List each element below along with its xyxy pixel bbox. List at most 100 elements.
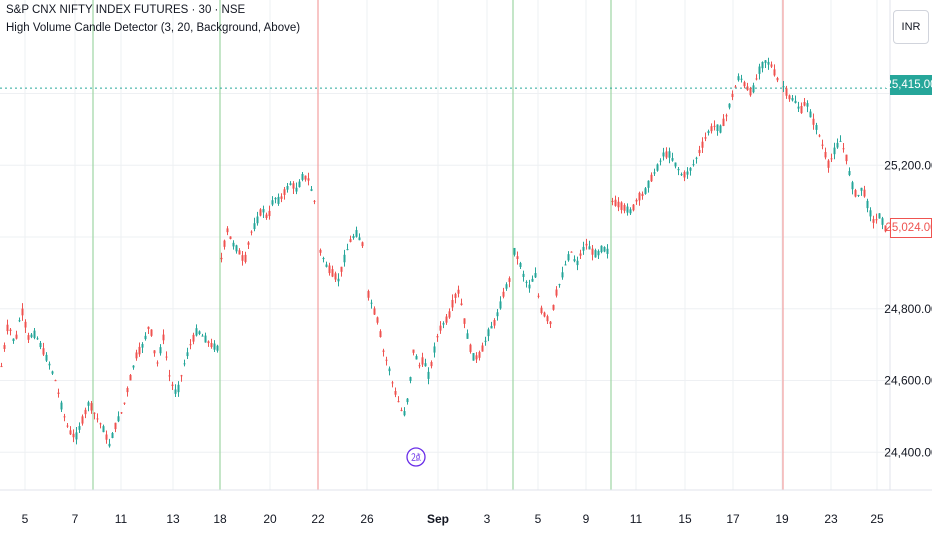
candle-up (60, 402, 63, 410)
candle-up (232, 242, 235, 247)
candle-down (469, 344, 472, 352)
candle-down (304, 175, 307, 180)
candle-up (809, 111, 812, 118)
price-tick-label: 24,800.00 (884, 302, 932, 316)
candle-down (229, 236, 232, 239)
candle-down (259, 209, 262, 216)
candle-up (442, 323, 445, 325)
candle-down (135, 352, 138, 359)
candle-down (773, 69, 776, 76)
candle-down (552, 304, 555, 310)
candle-down (90, 403, 93, 411)
candle-up (301, 174, 304, 180)
price-axis-ticks: 24,400.00 24,600.00 24,800.00 25,200.00 (884, 158, 932, 459)
candle-up (573, 259, 576, 262)
candle-up (505, 284, 508, 289)
candle-down (307, 178, 310, 181)
candle-down (725, 115, 728, 117)
candle-up (794, 100, 797, 104)
candle-up (186, 352, 189, 357)
candle-down (436, 336, 439, 338)
candle-down (238, 250, 241, 255)
candle-down (884, 225, 887, 232)
time-tick-label: 20 (263, 512, 277, 526)
candle-down (722, 118, 725, 126)
candle-up (295, 187, 298, 192)
candle-down (283, 189, 286, 195)
candle-down (9, 329, 12, 331)
candle-up (644, 188, 647, 194)
candle-down (226, 228, 229, 233)
candle-down (457, 289, 460, 294)
candle-down (391, 382, 394, 384)
candle-up (298, 181, 301, 188)
candle-up (626, 206, 629, 213)
candle-up (159, 347, 162, 354)
candle-down (614, 199, 617, 206)
price-tick-label: 25,200.00 (884, 158, 932, 172)
candle-up (256, 216, 259, 224)
indicator-legend[interactable]: High Volume Candle Detector (3, 20, Back… (6, 22, 301, 34)
time-tick-label: 18 (213, 512, 227, 526)
candle-up (87, 402, 90, 406)
time-tick-label: 25 (870, 512, 884, 526)
candle-up (576, 260, 579, 266)
session-separator-lines (92, 0, 784, 490)
candle-up (102, 426, 105, 433)
time-tick-label: 5 (22, 512, 29, 526)
candle-up (695, 157, 698, 159)
candle-down (247, 242, 250, 245)
candle-up (496, 312, 499, 317)
candle-down (683, 172, 686, 178)
candle-down (830, 158, 833, 160)
candle-up (343, 254, 346, 263)
candle-up (277, 196, 280, 204)
candle-up (606, 248, 609, 254)
candle-up (358, 237, 361, 241)
candle-up (848, 171, 851, 176)
candle-up (487, 329, 490, 337)
candle-up (558, 284, 561, 286)
candle-down (623, 205, 626, 211)
candle-up (588, 246, 591, 250)
symbol-title[interactable]: S&P CNX NIFTY INDEX FUTURES · 30 · NSE (6, 4, 246, 16)
candle-down (698, 149, 701, 154)
time-tick-label: 5 (535, 512, 542, 526)
candle-up (689, 167, 692, 171)
candle-up (677, 168, 680, 171)
candle-down (818, 135, 821, 137)
candle-up (561, 272, 564, 278)
candle-up (12, 338, 15, 342)
candle-up (857, 194, 860, 196)
candle-up (815, 125, 818, 130)
candle-up (36, 338, 39, 340)
candle-down (412, 349, 415, 353)
currency-button[interactable]: INR (893, 10, 929, 44)
candle-down (749, 88, 752, 96)
candle-down (244, 254, 247, 262)
candle-down (126, 388, 129, 393)
candle-down (42, 348, 45, 355)
time-tick-label: 19 (775, 512, 789, 526)
split-icon[interactable] (406, 447, 426, 467)
candle-down (842, 148, 845, 150)
candle-up (525, 281, 528, 283)
candle-down (120, 412, 123, 414)
candle-up (662, 152, 665, 157)
candle-down (69, 430, 72, 435)
candle-up (337, 278, 340, 282)
candle-up (680, 174, 683, 176)
candle-up (656, 164, 659, 171)
candle-up (415, 356, 418, 360)
candle-up (33, 330, 36, 338)
split-event-marker[interactable]: ㍚ (406, 447, 426, 467)
candle-down (313, 200, 316, 202)
candle-down (632, 204, 635, 211)
candle-up (797, 106, 800, 109)
candle-down (746, 86, 749, 91)
candle-up (692, 164, 695, 166)
candle-down (367, 291, 370, 298)
candle-down (250, 231, 253, 233)
candle-up (671, 158, 674, 161)
